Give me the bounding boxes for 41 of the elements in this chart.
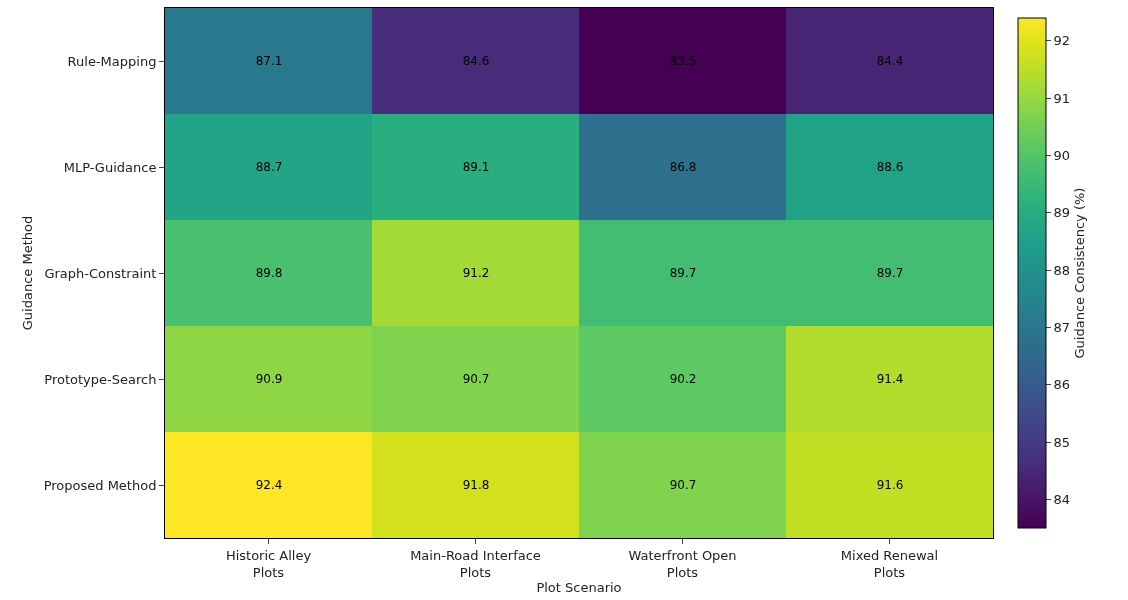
data-label: 91.2 [462, 266, 490, 281]
x-tick-label: Waterfront Open Plots [628, 547, 737, 580]
y-tick-label: MLP-Guidance [63, 159, 157, 175]
color-bar-label: 91 [1053, 90, 1071, 106]
color-bar-label: 89 [1053, 205, 1071, 221]
data-label: 89.7 [876, 266, 904, 281]
x-axis-title: Plot Scenario [536, 580, 622, 596]
data-label: 88.6 [876, 160, 904, 175]
data-label: 91.4 [876, 372, 904, 387]
data-label: 86.8 [669, 160, 697, 175]
data-label: 88.7 [255, 160, 283, 175]
data-label: 90.7 [669, 478, 697, 493]
x-tick-label: Main-Road Interface Plots [410, 547, 541, 580]
color-bar-label: 87 [1053, 319, 1071, 335]
color-bar-label: 88 [1053, 262, 1071, 278]
y-tick-label: Prototype-Search [44, 371, 157, 387]
data-label: 90.7 [462, 372, 490, 387]
color-bar-label: 92 [1053, 33, 1071, 49]
data-label: 90.9 [255, 372, 283, 387]
data-label: 89.1 [462, 160, 490, 175]
x-tick-label: Mixed Renewal Plots [840, 547, 939, 580]
data-label: 90.2 [669, 372, 697, 387]
color-bar-label: 84 [1053, 491, 1071, 507]
color-bar-label: 85 [1053, 434, 1071, 450]
color-bar-label: 90 [1053, 148, 1071, 164]
data-label: 87.1 [255, 54, 283, 69]
y-tick-label: Proposed Method [43, 477, 157, 493]
y-tick-label: Graph-Constraint [44, 265, 157, 281]
y-tick-label: Rule-Mapping [67, 53, 157, 69]
data-label: 91.8 [462, 478, 490, 493]
y-axis-title: Guidance Method [19, 215, 35, 331]
color-bar-title: Guidance Consistency (%) [1072, 187, 1088, 359]
data-label: 83.5 [669, 54, 697, 69]
data-label: 89.8 [255, 266, 283, 281]
data-label: 84.6 [462, 54, 490, 69]
data-label: 84.4 [876, 54, 904, 69]
color-bar-label: 86 [1053, 377, 1071, 393]
data-label: 89.7 [669, 266, 697, 281]
x-tick-label: Historic Alley Plots [225, 547, 312, 580]
data-label: 92.4 [255, 478, 283, 493]
data-label: 91.6 [876, 478, 904, 493]
